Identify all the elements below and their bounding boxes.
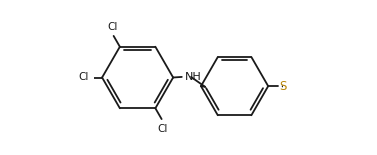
Text: S: S bbox=[279, 80, 287, 93]
Text: Cl: Cl bbox=[107, 22, 118, 32]
Text: Cl: Cl bbox=[78, 73, 89, 82]
Text: NH: NH bbox=[185, 72, 201, 82]
Text: Cl: Cl bbox=[157, 124, 168, 134]
